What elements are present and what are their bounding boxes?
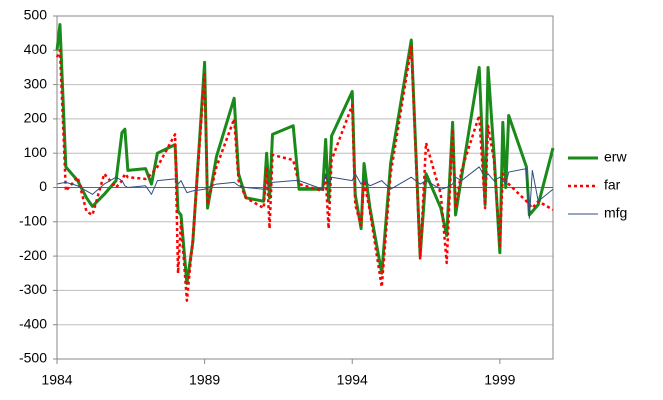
x-tick-label: 1994 <box>337 372 368 388</box>
legend-label: erw <box>604 149 627 165</box>
y-tick-label: -300 <box>19 281 47 297</box>
y-tick-label: 100 <box>24 144 48 160</box>
y-tick-label: 400 <box>24 41 48 57</box>
x-tick-label: 1989 <box>189 372 220 388</box>
y-tick-label: 200 <box>24 110 48 126</box>
x-tick-label: 1984 <box>41 372 72 388</box>
line-series <box>55 23 555 286</box>
line-series <box>56 166 554 219</box>
x-tick-label: 1999 <box>484 372 515 388</box>
y-tick-label: 300 <box>24 75 48 91</box>
y-tick-label: 0 <box>39 178 47 194</box>
y-tick-label: 500 <box>24 7 48 23</box>
y-tick-label: -400 <box>19 315 47 331</box>
legend-label: mfg <box>604 205 627 221</box>
y-tick-label: -200 <box>19 247 47 263</box>
y-tick-label: -100 <box>19 213 47 229</box>
legend-label: far <box>604 177 621 193</box>
line-series <box>55 45 554 302</box>
y-tick-label: -500 <box>19 350 47 366</box>
